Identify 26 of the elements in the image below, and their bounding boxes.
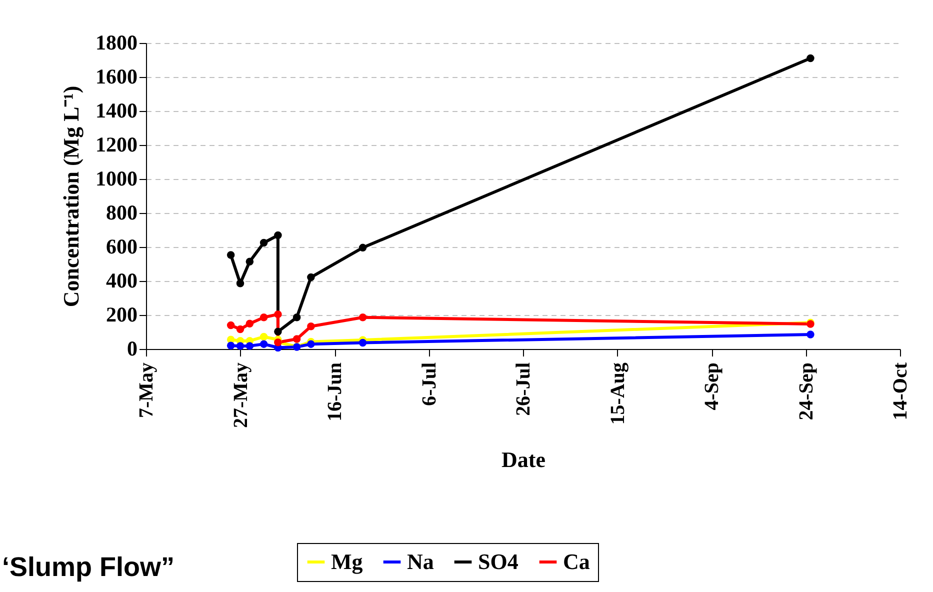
x-tick-label: 26-Jul xyxy=(512,362,534,416)
x-axis-title: Date xyxy=(502,447,546,472)
legend-label: SO4 xyxy=(478,549,518,574)
y-tick-label: 0 xyxy=(127,336,138,360)
x-tick-label: 15-Aug xyxy=(606,362,629,425)
y-tick-label: 400 xyxy=(106,268,138,292)
y-tick-label: 1800 xyxy=(96,30,138,54)
legend-label: Mg xyxy=(331,549,363,574)
legend-label: Na xyxy=(407,549,434,574)
legend-label: Ca xyxy=(563,549,590,574)
y-tick-label: 1000 xyxy=(96,166,138,190)
x-tick-label: 6-Jul xyxy=(418,362,440,406)
x-tick-label: 24-Sep xyxy=(795,362,818,420)
x-tick-label: 4-Sep xyxy=(701,362,723,410)
x-tick-label: 16-Jun xyxy=(324,362,346,422)
y-tick-label: 1400 xyxy=(96,98,138,122)
text: ‘Slump Flow” xyxy=(2,552,174,583)
x-tick-label: 27-May xyxy=(230,362,252,428)
x-tick-label: 7-May xyxy=(136,362,158,418)
y-tick-label: 1600 xyxy=(96,64,138,88)
y-tick-label: 200 xyxy=(106,302,138,326)
y-tick-label: 800 xyxy=(106,200,138,224)
y-axis-title: Concentration (Mg L⁻¹) xyxy=(58,86,84,308)
x-tick-label: 14-Oct xyxy=(890,362,912,420)
y-tick-label: 600 xyxy=(106,234,138,258)
y-tick-label: 1200 xyxy=(96,132,138,156)
